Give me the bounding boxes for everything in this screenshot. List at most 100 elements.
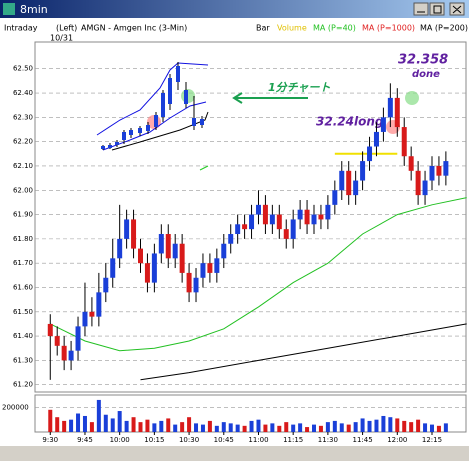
volume-bar [360, 418, 365, 432]
candle-body [165, 234, 171, 259]
volume-bar [270, 423, 275, 432]
volume-bar [436, 425, 441, 432]
volume-bar [277, 425, 282, 432]
x-tick-label: 10:15 [144, 436, 164, 444]
candle-body [415, 170, 421, 196]
volume-bar [173, 424, 178, 432]
y-tick-label: 61.60 [13, 283, 33, 291]
volume-bar [76, 413, 81, 432]
volume-bar [423, 423, 428, 432]
x-tick-label: 10:30 [179, 436, 199, 444]
volume-bar [242, 425, 247, 432]
legend-entry: MA (P=40) [313, 24, 356, 33]
candle-body [200, 263, 206, 278]
candle-body [207, 263, 213, 273]
volume-bar [69, 419, 74, 432]
volume-bar [159, 420, 164, 432]
volume-bar [395, 418, 400, 432]
candle-body [144, 263, 150, 283]
candle-body [151, 253, 157, 283]
candle-body [429, 165, 435, 181]
volume-bar [367, 420, 372, 432]
date-label: 10/31 [50, 34, 73, 43]
y-tick-label: 61.40 [13, 332, 33, 340]
candle-body [221, 243, 227, 259]
toolbar-style: Bar [256, 24, 270, 33]
inset-annotation: 1分チャート [268, 81, 331, 94]
candle-body [394, 97, 400, 128]
exit-price-annotation: 32.358 [398, 53, 448, 68]
volume-bar [221, 422, 226, 432]
candle-body [380, 117, 386, 132]
candle-body [283, 229, 289, 239]
minimize-button[interactable] [413, 2, 429, 16]
candle-body [75, 326, 81, 351]
volume-bar [124, 420, 129, 432]
volume-bar [374, 419, 379, 432]
candle-body [124, 219, 130, 239]
volume-bar [388, 417, 393, 432]
candle-body [96, 292, 102, 317]
exit-note-annotation: done [412, 69, 440, 80]
y-tick-label: 62.00 [13, 186, 33, 194]
volume-bar [55, 417, 60, 432]
volume-bar [346, 424, 351, 432]
exit-highlight [405, 91, 419, 105]
volume-bar [48, 409, 53, 432]
volume-bar [138, 422, 143, 432]
candle-body [235, 224, 241, 235]
inset-chart [96, 62, 209, 171]
candle-body [401, 127, 407, 157]
y-tick-label: 62.50 [13, 65, 33, 73]
volume-bar [256, 419, 261, 432]
candle-body [47, 323, 53, 337]
candle-body [408, 156, 414, 171]
x-tick-label: 12:00 [387, 436, 407, 444]
candle-body [242, 224, 248, 230]
entry-annotation: 32.24long [316, 115, 384, 129]
volume-bar [131, 417, 136, 432]
y-tick-label: 62.40 [13, 89, 33, 97]
volume-bar [263, 424, 268, 432]
candle-body [387, 97, 393, 118]
toolbar-mode: Intraday [4, 24, 38, 33]
candle-body [228, 234, 234, 244]
candle-body [249, 214, 255, 230]
window-buttons[interactable] [413, 2, 465, 16]
volume-bar [110, 418, 115, 432]
candle-body [422, 180, 428, 196]
volume-bar [152, 423, 157, 432]
candle-body [179, 243, 185, 273]
candle-body [131, 219, 137, 249]
candle-body [276, 214, 282, 230]
volume-bar [187, 417, 192, 432]
volume-bar [180, 422, 185, 432]
candle-body [269, 214, 275, 225]
x-tick-label: 11:30 [318, 436, 338, 444]
toolbar-volume: Volume [277, 24, 307, 33]
legend-entry: MA (P=200) [420, 24, 468, 33]
y-tick-label: 61.70 [13, 259, 33, 267]
candle-body [332, 190, 338, 205]
y-tick-label: 62.30 [13, 113, 33, 121]
volume-bar [103, 414, 108, 432]
volume-bar [284, 422, 289, 432]
candle-body [255, 204, 261, 215]
title-bar [0, 0, 469, 18]
candle-body [214, 258, 220, 273]
candle-body [82, 311, 88, 327]
y-tick-label: 61.30 [13, 356, 33, 364]
candle-body [367, 146, 373, 162]
x-tick-label: 11:45 [352, 436, 372, 444]
candle-body [89, 311, 95, 317]
y-tick-label: 61.80 [13, 235, 33, 243]
button-glyphs [417, 5, 462, 14]
volume-bar [291, 424, 296, 432]
candle-body [117, 238, 123, 259]
candle-body [262, 204, 268, 225]
toolbar-side: (Left) [56, 24, 77, 33]
volume-tick-label: 200000 [2, 403, 29, 411]
candle-body [353, 180, 359, 196]
volume-bar [249, 420, 254, 432]
